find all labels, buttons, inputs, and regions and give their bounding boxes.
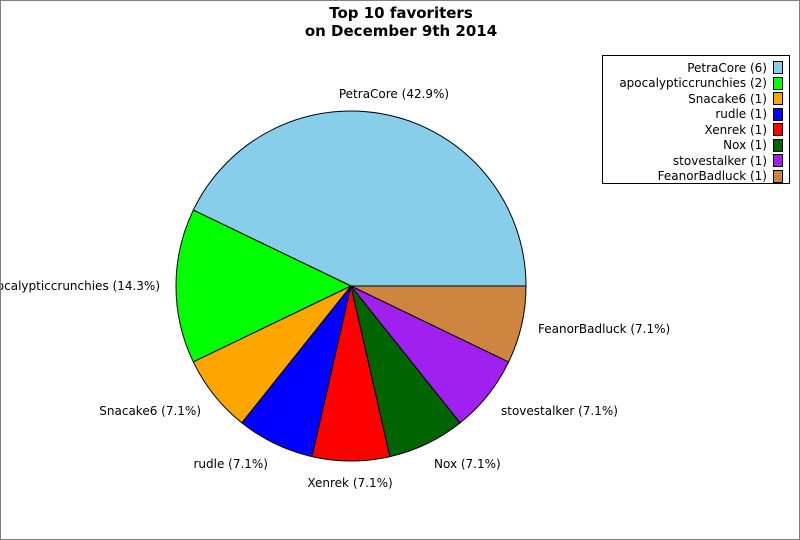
- slice-label-xenrek: Xenrek (7.1%): [307, 476, 392, 490]
- slice-label-apocalypticcrunchies: apocalypticcrunchies (14.3%): [1, 279, 160, 293]
- legend-item-rudle: rudle (1): [603, 107, 789, 123]
- legend-item-feanorbadluck: FeanorBadluck (1): [603, 169, 789, 185]
- legend-swatch: [773, 76, 783, 90]
- slice-label-feanorbadluck: FeanorBadluck (7.1%): [538, 322, 670, 336]
- pie-slice-feanorbadluck: [350, 285, 527, 363]
- legend-item-label: Nox (1): [723, 138, 767, 153]
- legend-swatch: [773, 138, 783, 152]
- slice-label-petracore: PetraCore (42.9%): [339, 87, 449, 101]
- legend: PetraCore (6) apocalypticcrunchies (2) Sna…: [602, 55, 790, 184]
- legend-item-xenrek: Xenrek (1): [603, 122, 789, 138]
- legend-swatch: [773, 107, 783, 121]
- legend-swatch: [773, 61, 783, 75]
- legend-item-label: PetraCore (6): [687, 60, 767, 75]
- slice-label-stovestalker: stovestalker (7.1%): [501, 404, 618, 418]
- pie-slice-petracore: [192, 110, 527, 287]
- legend-item-stovestalker: stovestalker (1): [603, 153, 789, 169]
- legend-swatch: [773, 92, 783, 106]
- legend-item-label: Xenrek (1): [704, 122, 767, 137]
- legend-swatch: [773, 154, 783, 168]
- legend-item-apocalypticcrunchies: apocalypticcrunchies (2): [603, 76, 789, 92]
- legend-item-nox: Nox (1): [603, 138, 789, 154]
- legend-item-label: apocalypticcrunchies (2): [619, 76, 767, 91]
- legend-item-label: stovestalker (1): [672, 153, 767, 168]
- legend-item-label: FeanorBadluck (1): [657, 169, 767, 184]
- slice-label-snacake6: Snacake6 (7.1%): [99, 404, 201, 418]
- legend-item-snacake6: Snacake6 (1): [603, 91, 789, 107]
- legend-item-petracore: PetraCore (6): [603, 60, 789, 76]
- legend-item-label: Snacake6 (1): [688, 91, 767, 106]
- legend-swatch: [773, 169, 783, 183]
- chart-title-line-2: on December 9th 2014: [304, 22, 498, 40]
- pie-slice-apocalypticcrunchies: [175, 209, 353, 363]
- slice-label-nox: Nox (7.1%): [434, 457, 501, 471]
- slice-label-rudle: rudle (7.1%): [193, 457, 268, 471]
- legend-item-label: rudle (1): [715, 107, 767, 122]
- legend-swatch: [773, 123, 783, 137]
- chart-title-line-1: Top 10 favoriters: [329, 4, 473, 22]
- chart-title: Top 10 favoriters on December 9th 2014: [1, 4, 799, 40]
